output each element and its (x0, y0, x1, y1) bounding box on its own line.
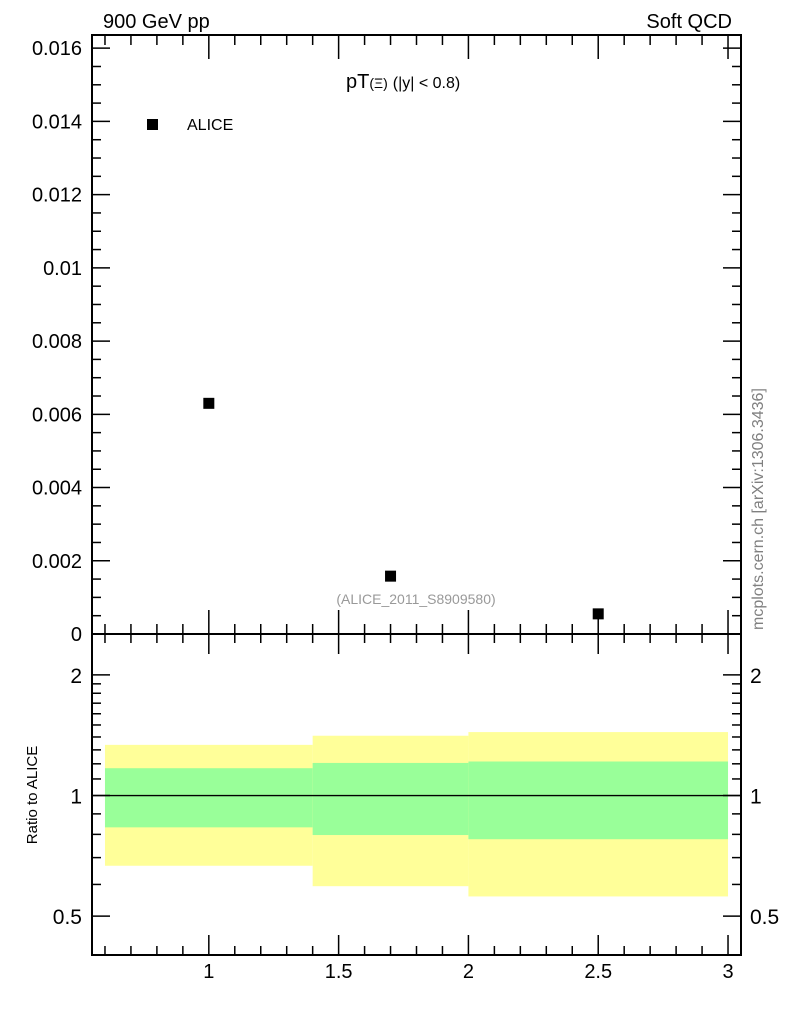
uncertainty-band-inner (312, 762, 469, 836)
y-tick-label: 0.002 (32, 551, 82, 573)
ratio-y-tick-label-left: 0.5 (53, 906, 82, 929)
header-process: Soft QCD (646, 11, 732, 33)
ratio-bands (92, 732, 741, 897)
y-tick-label: 0 (71, 624, 82, 646)
header-energy: 900 GeV pp (103, 11, 210, 33)
y-tick-label: 0.004 (32, 478, 82, 500)
y-tick-label: 0.01 (43, 258, 82, 280)
data-point-alice (385, 570, 397, 582)
title-cut: (|y| < 0.8) (393, 75, 460, 92)
plot-title: pT(Ξ) (|y| < 0.8) (346, 71, 460, 93)
title-particle: (Ξ) (369, 75, 387, 91)
legend-marker-alice (147, 119, 158, 130)
main-axis-ticks: 0 0.002 0.004 0.006 0.008 0.01 0.012 0.014 0.016 (32, 35, 741, 955)
ratio-y-tick-label-right: 1 (750, 786, 762, 809)
data-point-alice (592, 608, 604, 620)
ratio-y-tick-label-right: 0.5 (750, 906, 779, 929)
y-tick-label: 0.008 (32, 331, 82, 353)
x-tick-label: 3 (722, 961, 733, 983)
x-tick-label: 2 (463, 961, 474, 983)
side-label: mcplots.cern.ch [arXiv:1306.3436] (750, 388, 767, 630)
legend-label-alice: ALICE (187, 117, 233, 134)
data-points (203, 397, 604, 620)
ratio-y-tick-label-right: 2 (750, 665, 762, 688)
uncertainty-band-inner (104, 768, 313, 828)
y-tick-label: 0.012 (32, 185, 82, 207)
y-tick-label: 0.016 (32, 38, 82, 60)
ratio-frame (91, 633, 742, 956)
x-tick-label: 2.5 (584, 961, 612, 983)
data-point-alice (203, 397, 215, 409)
ratio-ylabel: Ratio to ALICE (24, 746, 41, 844)
y-tick-label: 0.014 (32, 111, 82, 133)
x-tick-label: 1.5 (325, 961, 353, 983)
analysis-id: (ALICE_2011_S8909580) (336, 591, 495, 607)
title-main: pT (346, 71, 369, 93)
ratio-y-tick-label-left: 2 (70, 665, 82, 688)
ratio-axis-ticks: 0.5 0.5 1 1 2 2 1 1.5 2 2.5 3 (53, 665, 779, 983)
uncertainty-band-inner (468, 761, 729, 840)
y-tick-label: 0.006 (32, 404, 82, 426)
ratio-y-tick-label-left: 1 (70, 786, 82, 809)
x-tick-label: 1 (203, 961, 214, 983)
